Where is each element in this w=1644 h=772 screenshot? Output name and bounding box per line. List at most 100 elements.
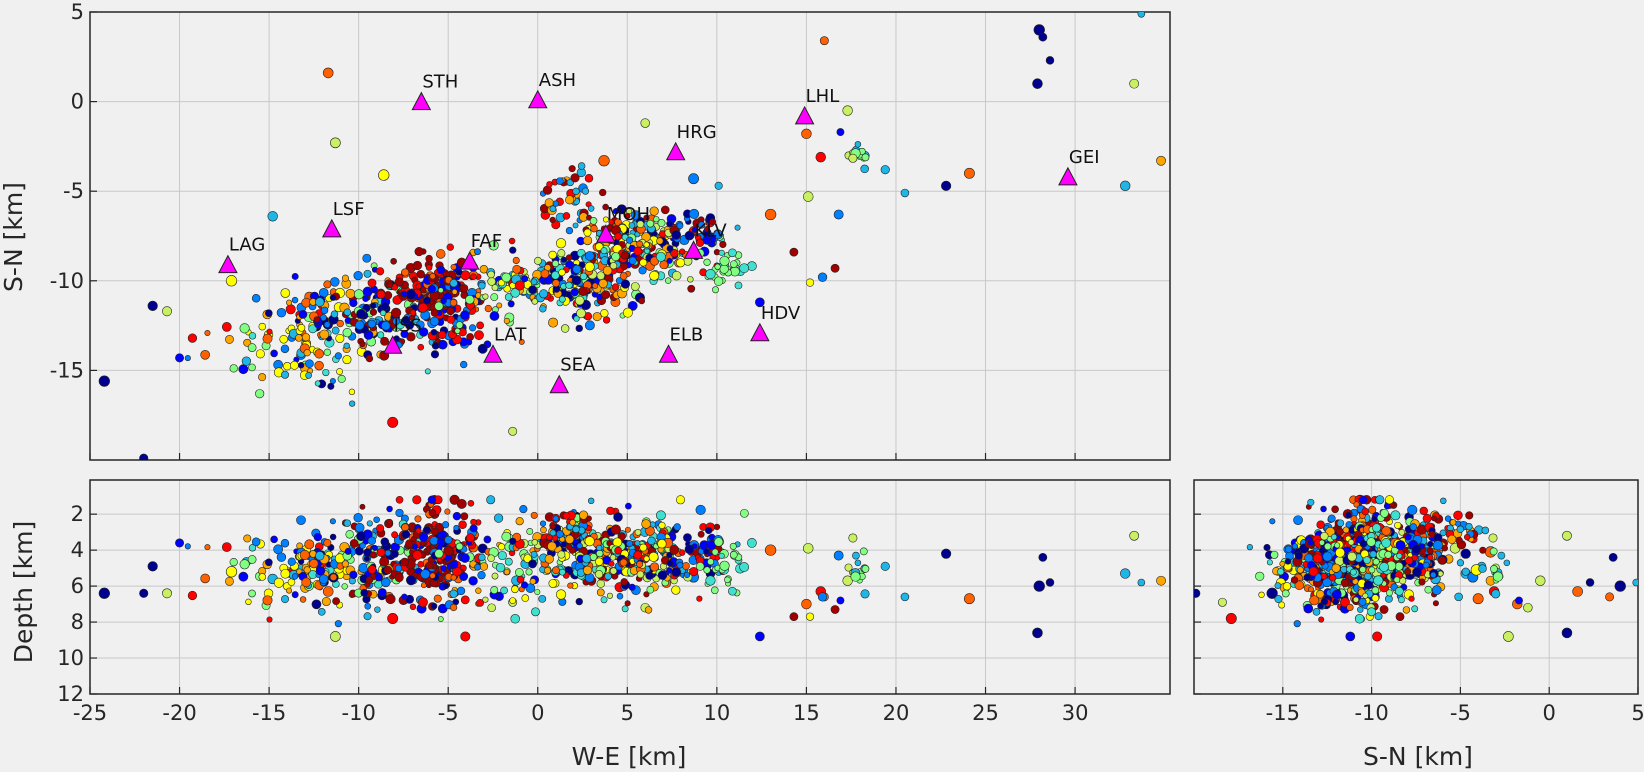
event-point xyxy=(539,305,547,313)
event-point xyxy=(1032,78,1043,89)
event-point xyxy=(591,282,599,289)
event-point xyxy=(1372,558,1380,566)
event-point xyxy=(589,217,598,225)
event-point xyxy=(497,550,507,561)
event-point xyxy=(369,551,378,559)
event-point xyxy=(1437,570,1444,577)
event-point xyxy=(450,574,457,581)
event-point xyxy=(438,330,447,340)
event-point xyxy=(465,294,475,305)
event-point xyxy=(556,530,564,538)
event-point xyxy=(587,497,595,505)
event-point xyxy=(1045,56,1055,65)
event-point xyxy=(1324,542,1332,551)
event-point xyxy=(606,592,613,599)
event-point xyxy=(322,586,334,597)
event-point xyxy=(332,597,341,606)
event-point xyxy=(666,220,673,227)
event-point xyxy=(1294,580,1305,591)
event-point xyxy=(666,245,674,252)
event-point xyxy=(1255,571,1265,581)
event-point xyxy=(477,343,488,354)
event-point xyxy=(1479,546,1487,554)
event-point xyxy=(1394,521,1402,530)
event-point xyxy=(446,243,454,251)
event-point xyxy=(1456,525,1464,534)
event-point xyxy=(512,256,520,265)
event-point xyxy=(379,556,390,567)
event-point xyxy=(666,559,674,567)
event-point xyxy=(279,334,288,344)
event-point xyxy=(598,155,610,167)
event-point xyxy=(600,247,608,255)
event-point xyxy=(270,349,278,358)
event-point xyxy=(380,537,390,547)
event-point xyxy=(880,561,890,571)
event-point xyxy=(616,204,627,215)
axes-frame xyxy=(1193,479,1639,695)
event-point xyxy=(1371,594,1380,602)
event-point xyxy=(1404,567,1412,576)
event-point xyxy=(634,540,641,547)
station-marker xyxy=(595,224,616,243)
event-point xyxy=(387,416,399,428)
event-point xyxy=(1394,562,1404,571)
event-point xyxy=(385,518,394,526)
event-point xyxy=(718,552,725,559)
event-point xyxy=(425,561,434,570)
event-point xyxy=(247,343,257,353)
event-point xyxy=(454,327,461,334)
event-point xyxy=(1345,511,1352,519)
event-point xyxy=(1266,587,1278,599)
event-point xyxy=(595,242,604,251)
event-point xyxy=(1320,505,1327,513)
event-point xyxy=(1361,507,1370,516)
event-point xyxy=(1263,543,1271,551)
event-point xyxy=(852,551,860,560)
event-point xyxy=(565,195,575,205)
event-point xyxy=(147,561,158,572)
event-point xyxy=(460,631,471,642)
event-point xyxy=(387,612,399,624)
event-point xyxy=(343,519,352,527)
event-point xyxy=(1447,534,1457,544)
event-point xyxy=(482,293,489,300)
event-point xyxy=(1371,515,1378,523)
event-point xyxy=(283,362,292,371)
event-point xyxy=(1614,580,1626,592)
event-point xyxy=(697,530,705,538)
event-point xyxy=(643,214,650,221)
x-tick-label: -10 xyxy=(1354,701,1388,725)
station-label: LAT xyxy=(494,324,527,345)
event-point xyxy=(1478,564,1487,573)
event-point xyxy=(266,328,273,335)
event-point xyxy=(1312,608,1321,616)
event-point xyxy=(1535,575,1546,586)
event-point xyxy=(728,248,737,258)
event-point xyxy=(296,515,306,526)
event-point xyxy=(587,205,595,212)
event-point xyxy=(401,315,411,325)
event-point xyxy=(503,285,511,293)
event-point xyxy=(395,495,404,504)
event-point xyxy=(518,338,525,345)
y-tick-label: 6 xyxy=(71,574,84,598)
event-point xyxy=(440,297,447,305)
event-point xyxy=(469,324,477,332)
event-point xyxy=(487,554,495,563)
event-point xyxy=(1372,523,1381,533)
event-point xyxy=(571,275,582,286)
event-point xyxy=(501,531,512,542)
event-point xyxy=(452,511,462,521)
event-point xyxy=(335,333,345,343)
event-point xyxy=(1379,605,1389,614)
event-point xyxy=(683,533,692,543)
event-point xyxy=(1327,514,1336,523)
event-point xyxy=(444,535,453,544)
event-point xyxy=(291,573,299,580)
event-point xyxy=(489,311,500,321)
event-point xyxy=(330,137,341,149)
event-point xyxy=(540,269,550,279)
y-axis-title-bottom: Depth [km] xyxy=(9,521,38,663)
